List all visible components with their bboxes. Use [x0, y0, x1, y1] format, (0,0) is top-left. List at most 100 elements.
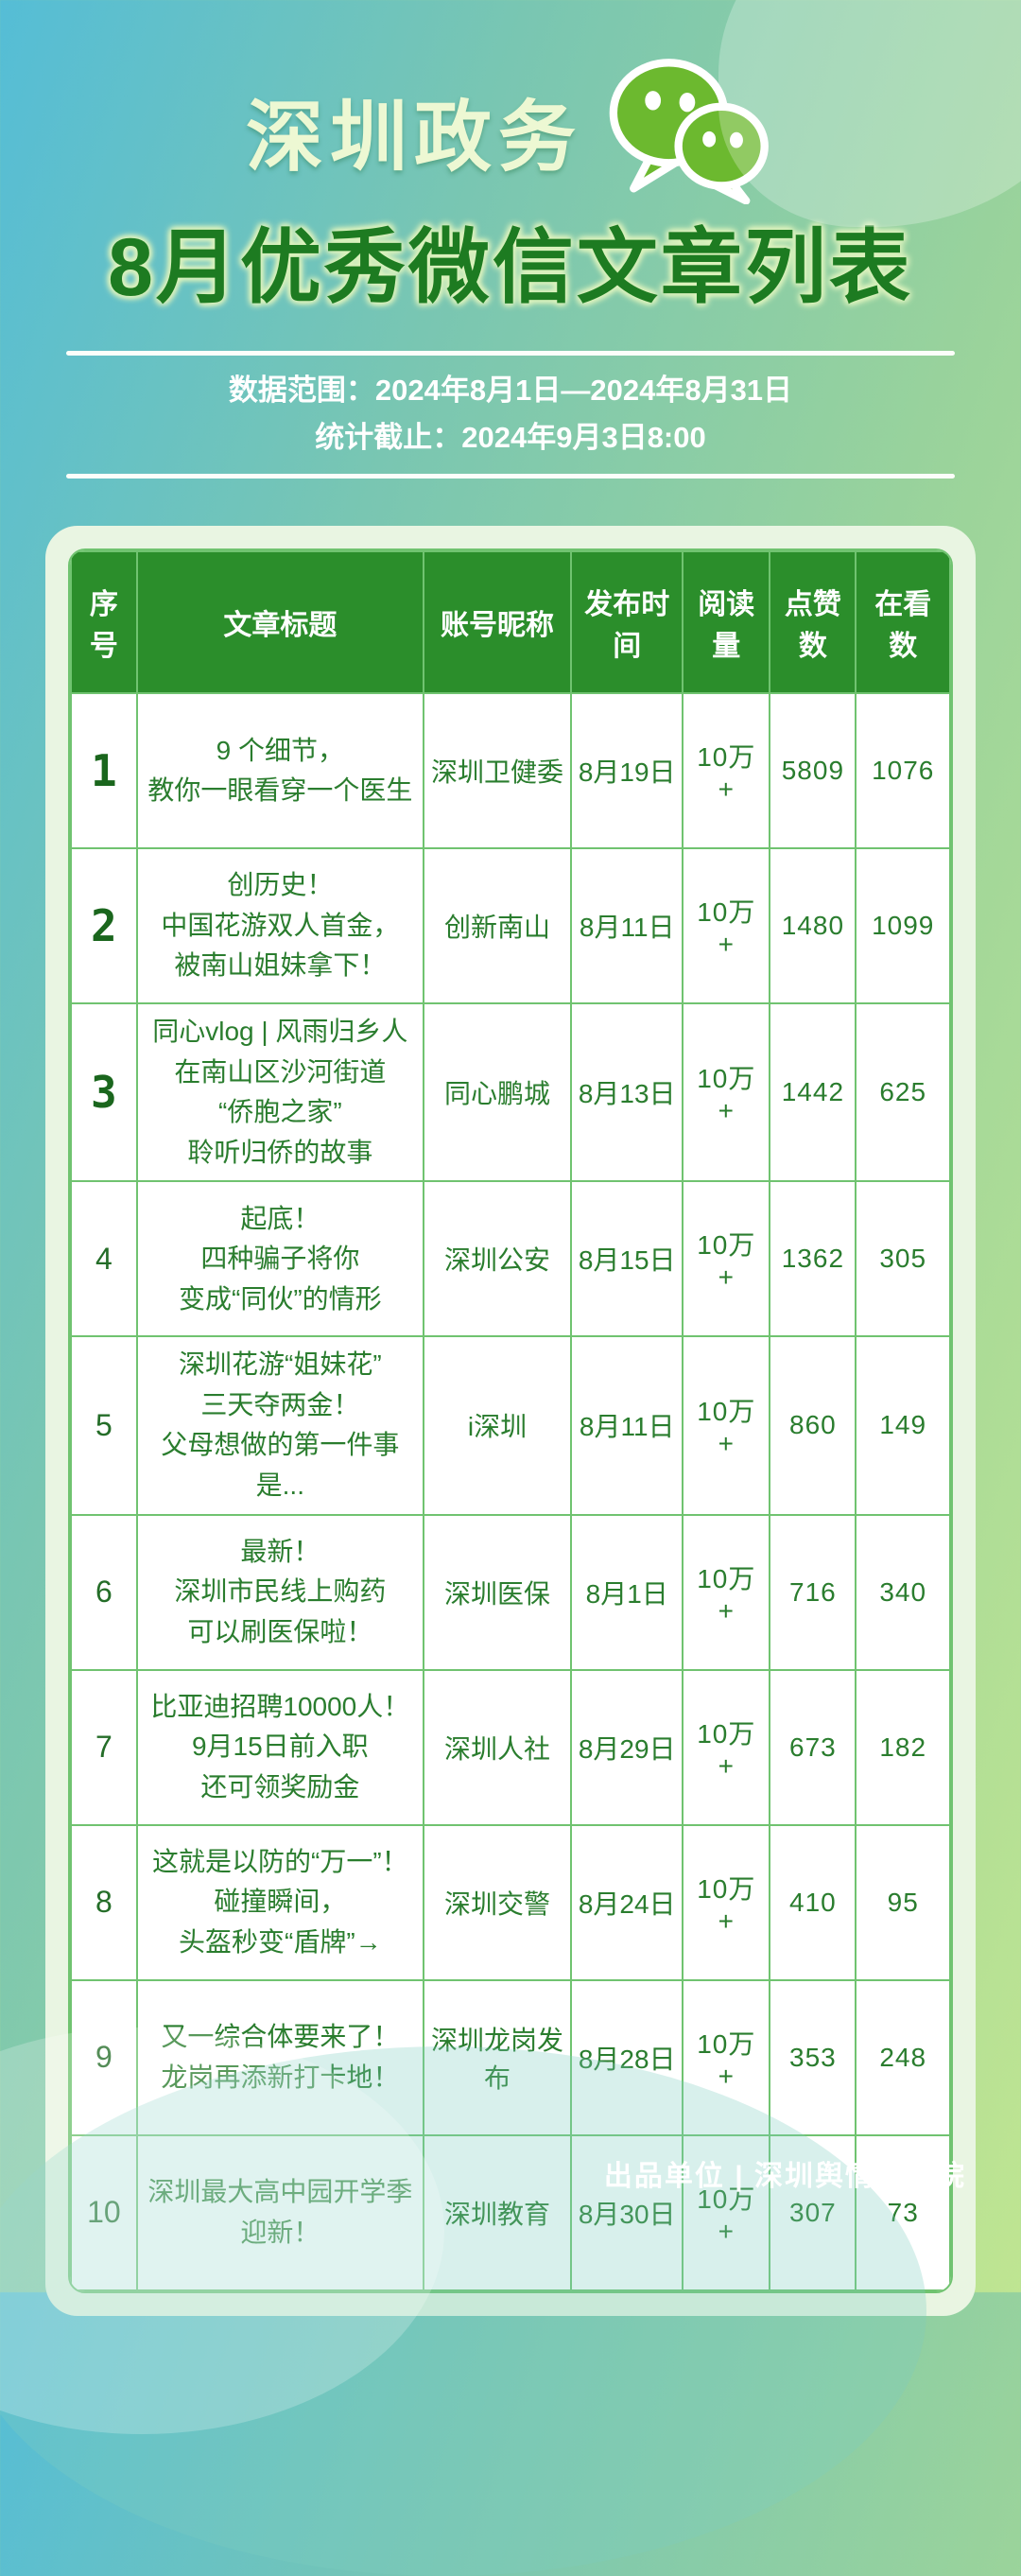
article-title: 又一综合体要来了！ 龙岗再添新打卡地！: [135, 1978, 424, 2136]
table-row: 10 深圳最大高中园开学季迎新！ 深圳教育 8月30日 10万 + 307 73: [70, 2133, 951, 2291]
view-count: 248: [855, 1978, 951, 2136]
wechat-bubbles-icon: [597, 55, 775, 204]
articles-table: 序号 文章标题 账号昵称 发布时间 阅读量 点赞数 在看数 1 9 个细节， 教…: [70, 550, 951, 2291]
articles-table-wrap: 序号 文章标题 账号昵称 发布时间 阅读量 点赞数 在看数 1 9 个细节， 教…: [68, 548, 953, 2293]
view-count: 182: [855, 1668, 951, 1826]
publish-date: 8月1日: [570, 1513, 684, 1671]
article-title: 9 个细节， 教你一眼看穿一个医生: [135, 692, 424, 850]
read-count: 10万+: [682, 1513, 771, 1671]
view-count: 625: [855, 1002, 951, 1183]
article-title: 创历史！ 中国花游双人首金， 被南山姐妹拿下！: [135, 847, 424, 1005]
col-header-reads: 阅读量: [682, 550, 771, 695]
publish-date: 8月11日: [570, 1335, 684, 1516]
header-brand-row: 深圳政务: [0, 0, 1021, 204]
account-name: 深圳医保: [422, 1513, 573, 1671]
col-header-account: 账号昵称: [422, 550, 573, 695]
meta-rule-bottom: [66, 474, 955, 479]
view-count: 1076: [855, 692, 951, 850]
publish-date: 8月19日: [570, 692, 684, 850]
like-count: 1362: [769, 1180, 857, 1338]
read-count: 10万+: [682, 692, 771, 850]
rank-value: 5: [70, 1335, 138, 1516]
like-count: 673: [769, 1668, 857, 1826]
rank-value: 6: [70, 1513, 138, 1671]
article-title: 这就是以防的“万一”！ 碰撞瞬间， 头盔秒变“盾牌”→: [135, 1823, 424, 1981]
table-row: 2 创历史！ 中国花游双人首金， 被南山姐妹拿下！ 创新南山 8月11日 10万…: [70, 847, 951, 1005]
account-name: 深圳交警: [422, 1823, 573, 1981]
account-name: 深圳卫健委: [422, 692, 573, 850]
account-name: 深圳公安: [422, 1180, 573, 1338]
producer-credit: 出品单位 | 深圳舆情研究院: [603, 2161, 966, 2192]
rank-value: 8: [70, 1823, 138, 1981]
article-title: 深圳花游“姐妹花” 三天夺两金！ 父母想做的第一件事是...: [135, 1335, 424, 1516]
like-count: 5809: [769, 692, 857, 850]
article-title: 起底！ 四种骗子将你 变成“同伙”的情形: [135, 1180, 424, 1338]
table-row: 7 比亚迪招聘10000人！ 9月15日前入职 还可领奖励金 深圳人社 8月29…: [70, 1668, 951, 1826]
page-title: 8月优秀微信文章列表: [108, 222, 913, 313]
meta-rule-top: [66, 351, 955, 356]
rank-value: 2: [70, 847, 138, 1005]
read-count: 10万+: [682, 1335, 771, 1516]
stat-deadline-text: 统计截止：2024年9月3日8:00: [315, 420, 706, 454]
rank-value: 7: [70, 1668, 138, 1826]
account-name: 深圳教育: [422, 2133, 573, 2291]
account-name: i深圳: [422, 1335, 573, 1516]
table-row: 6 最新！ 深圳市民线上购药 可以刷医保啦！ 深圳医保 8月1日 10万+ 71…: [70, 1513, 951, 1671]
like-count: 1480: [769, 847, 857, 1005]
table-row: 9 又一综合体要来了！ 龙岗再添新打卡地！ 深圳龙岗发布 8月28日 10万+ …: [70, 1978, 951, 2136]
view-count: 73: [855, 2133, 951, 2291]
article-title: 比亚迪招聘10000人！ 9月15日前入职 还可领奖励金: [135, 1668, 424, 1826]
publish-date: 8月24日: [570, 1823, 684, 1981]
col-header-date: 发布时间: [570, 550, 684, 695]
rank-value: 1: [70, 692, 138, 850]
table-header-row: 序号 文章标题 账号昵称 发布时间 阅读量 点赞数 在看数: [70, 550, 951, 695]
publish-date: 8月13日: [570, 1002, 684, 1183]
like-count: 353: [769, 1978, 857, 2136]
table-row: 3 同心vlog | 风雨归乡人 在南山区沙河街道 “侨胞之家” 聆听归侨的故事…: [70, 1002, 951, 1183]
like-count: 307: [769, 2133, 857, 2291]
table-card: 序号 文章标题 账号昵称 发布时间 阅读量 点赞数 在看数 1 9 个细节， 教…: [45, 526, 976, 2316]
brand-title: 深圳政务: [245, 94, 582, 181]
read-count: 10万+: [682, 1823, 771, 1981]
view-count: 1099: [855, 847, 951, 1005]
table-row: 5 深圳花游“姐妹花” 三天夺两金！ 父母想做的第一件事是... i深圳 8月1…: [70, 1335, 951, 1516]
account-name: 深圳人社: [422, 1668, 573, 1826]
rank-value: 4: [70, 1180, 138, 1338]
view-count: 149: [855, 1335, 951, 1516]
account-name: 同心鹏城: [422, 1002, 573, 1183]
table-row: 1 9 个细节， 教你一眼看穿一个医生 深圳卫健委 8月19日 10万+ 580…: [70, 692, 951, 850]
read-count: 10万+: [682, 1668, 771, 1826]
read-count: 10万+: [682, 1978, 771, 2136]
account-name: 深圳龙岗发布: [422, 1978, 573, 2136]
publish-date: 8月30日: [570, 2133, 684, 2291]
article-title: 最新！ 深圳市民线上购药 可以刷医保啦！: [135, 1513, 424, 1671]
publish-date: 8月29日: [570, 1668, 684, 1826]
like-count: 860: [769, 1335, 857, 1516]
read-count: 10万+: [682, 1180, 771, 1338]
view-count: 95: [855, 1823, 951, 1981]
publish-date: 8月28日: [570, 1978, 684, 2136]
view-count: 340: [855, 1513, 951, 1671]
rank-value: 10: [70, 2133, 138, 2291]
col-header-title: 文章标题: [135, 550, 424, 695]
read-count: 10万+: [682, 1002, 771, 1183]
like-count: 1442: [769, 1002, 857, 1183]
col-header-views: 在看数: [855, 550, 951, 695]
rank-value: 3: [70, 1002, 138, 1183]
publish-date: 8月11日: [570, 847, 684, 1005]
like-count: 716: [769, 1513, 857, 1671]
article-title: 同心vlog | 风雨归乡人 在南山区沙河街道 “侨胞之家” 聆听归侨的故事: [135, 1002, 424, 1183]
account-name: 创新南山: [422, 847, 573, 1005]
col-header-likes: 点赞数: [769, 550, 857, 695]
meta-band: 数据范围：2024年8月1日—2024年8月31日 统计截止：2024年9月3日…: [66, 351, 955, 479]
like-count: 410: [769, 1823, 857, 1981]
table-row: 4 起底！ 四种骗子将你 变成“同伙”的情形 深圳公安 8月15日 10万+ 1…: [70, 1180, 951, 1338]
read-count: 10万+: [682, 847, 771, 1005]
view-count: 305: [855, 1180, 951, 1338]
article-title: 深圳最大高中园开学季迎新！: [135, 2133, 424, 2291]
read-count: 10万 +: [682, 2133, 771, 2291]
data-range-text: 数据范围：2024年8月1日—2024年8月31日: [228, 374, 793, 407]
rank-value: 9: [70, 1978, 138, 2136]
col-header-rank: 序号: [70, 550, 138, 695]
table-row: 8 这就是以防的“万一”！ 碰撞瞬间， 头盔秒变“盾牌”→ 深圳交警 8月24日…: [70, 1823, 951, 1981]
